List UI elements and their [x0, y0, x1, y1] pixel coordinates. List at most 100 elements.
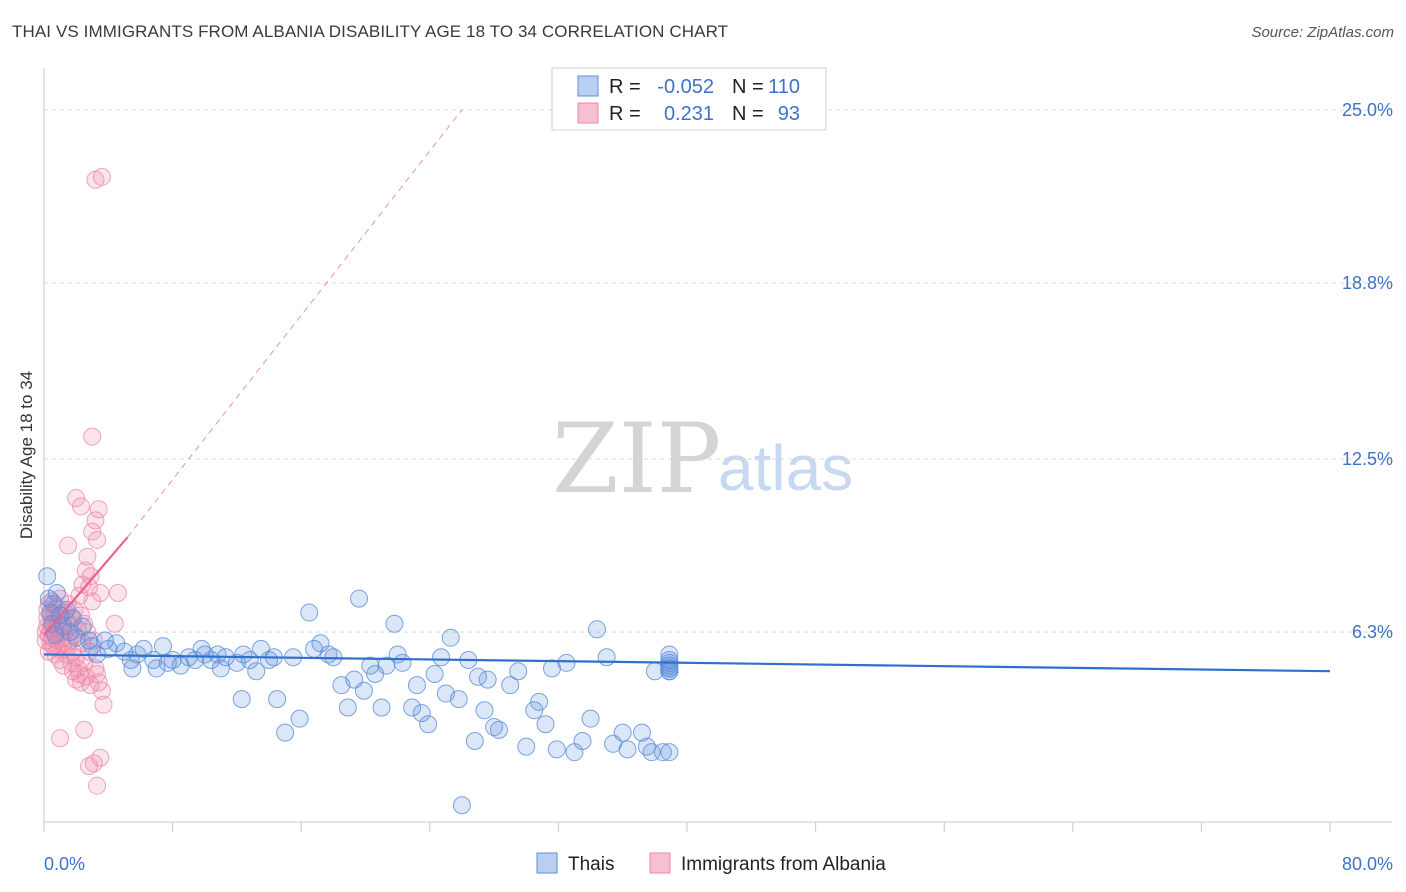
thais-point [573, 732, 592, 751]
y-tick-label: 12.5% [1342, 449, 1393, 469]
thais-point [232, 690, 251, 709]
thais-point [123, 659, 142, 678]
thais-point [240, 651, 259, 670]
x-axis-ticks [43, 822, 1331, 832]
albania-points [36, 167, 127, 795]
thais-point [403, 698, 422, 717]
thais-point [432, 648, 451, 667]
albania-point [92, 167, 111, 186]
albania-point [83, 522, 102, 541]
albania-trendline-extension [127, 109, 463, 538]
thais-point [465, 732, 484, 751]
thais-point [632, 723, 651, 742]
thais-point [660, 651, 679, 670]
source-label: Source: ZipAtlas.com [1251, 24, 1394, 41]
albania-point [88, 776, 107, 795]
thais-point [441, 628, 460, 647]
albania-point [94, 695, 113, 714]
albania-point [108, 584, 127, 603]
thais-point [581, 709, 600, 728]
thais-point [557, 653, 576, 672]
thais-point [618, 740, 637, 759]
thais-point [525, 701, 544, 720]
thais-point [361, 656, 380, 675]
albania-point [81, 567, 100, 586]
thais-point [530, 692, 549, 711]
thais-point [517, 737, 536, 756]
albania-point [75, 720, 94, 739]
thais-point [290, 709, 309, 728]
axes [43, 68, 1392, 823]
thais-point [407, 676, 426, 695]
watermark-atlas: atlas [718, 432, 853, 504]
x-tick-label-min: 0.0% [44, 854, 85, 874]
thais-point [597, 648, 616, 667]
legend-r-label-albania: R = [609, 103, 641, 125]
legend-r-value-albania: 0.231 [664, 103, 714, 125]
albania-point [78, 547, 97, 566]
legend-r-value-thais: -0.052 [657, 76, 714, 98]
y-tick-label: 18.8% [1342, 273, 1393, 293]
thais-trendline [43, 653, 1331, 673]
albania-point [71, 497, 90, 516]
albania-point [91, 748, 110, 767]
thais-point [38, 567, 57, 586]
legend-swatch-thais [577, 75, 599, 97]
thais-point [80, 631, 99, 650]
thais-point [268, 690, 287, 709]
trendlines [43, 109, 1331, 673]
albania-point [67, 489, 86, 508]
thais-point [260, 651, 279, 670]
y-tick-label: 25.0% [1342, 100, 1393, 120]
legend-n-label-albania: N = [732, 103, 764, 125]
thais-point [247, 662, 266, 681]
thais-point [354, 681, 373, 700]
thais-point [485, 718, 504, 737]
thais-point [211, 659, 230, 678]
thais-point [419, 715, 438, 734]
y-axis-tick-labels: 6.3% 12.5% 18.8% 25.0% [1342, 100, 1393, 642]
albania-point [105, 614, 124, 633]
legend-swatch-albania [577, 102, 599, 124]
thais-point [587, 620, 606, 639]
thais-point [153, 637, 172, 656]
albania-point [59, 536, 78, 555]
legend-n-label-thais: N = [732, 76, 764, 98]
bottom-legend-swatch-thais [536, 852, 558, 874]
chart-title: THAI VS IMMIGRANTS FROM ALBANIA DISABILI… [12, 22, 729, 41]
albania-point [83, 427, 102, 446]
bottom-legend-label-thais: Thais [568, 854, 614, 875]
y-axis-label: Disability Age 18 to 34 [17, 371, 36, 539]
thais-point [393, 653, 412, 672]
thais-point [452, 796, 471, 815]
albania-point [88, 530, 107, 549]
thais-point [276, 723, 295, 742]
thais-point [653, 743, 672, 762]
thais-point [300, 603, 319, 622]
thais-point [372, 698, 391, 717]
albania-point [80, 578, 99, 597]
legend-n-value-albania: 93 [778, 103, 800, 125]
albania-point [91, 584, 110, 603]
thais-point [660, 743, 679, 762]
thais-point [449, 690, 468, 709]
legend-top: R = -0.052 N = 110 R = 0.231 N = 93 [551, 67, 827, 131]
thais-point [425, 664, 444, 683]
gridlines [44, 109, 1392, 633]
thais-point [147, 659, 166, 678]
thais-point [385, 614, 404, 633]
albania-point [86, 511, 105, 530]
y-tick-label: 6.3% [1352, 622, 1393, 642]
albania-point [89, 500, 108, 519]
albania-point [51, 729, 70, 748]
thais-point [475, 701, 494, 720]
albania-trendline [43, 536, 129, 636]
x-tick-label-max: 80.0% [1342, 854, 1393, 874]
thais-point [536, 715, 555, 734]
thais-point [478, 670, 497, 689]
legend-bottom: Thais Immigrants from Albania [536, 852, 886, 875]
thais-point [501, 676, 520, 695]
albania-point [92, 681, 111, 700]
thais-point [350, 589, 369, 608]
